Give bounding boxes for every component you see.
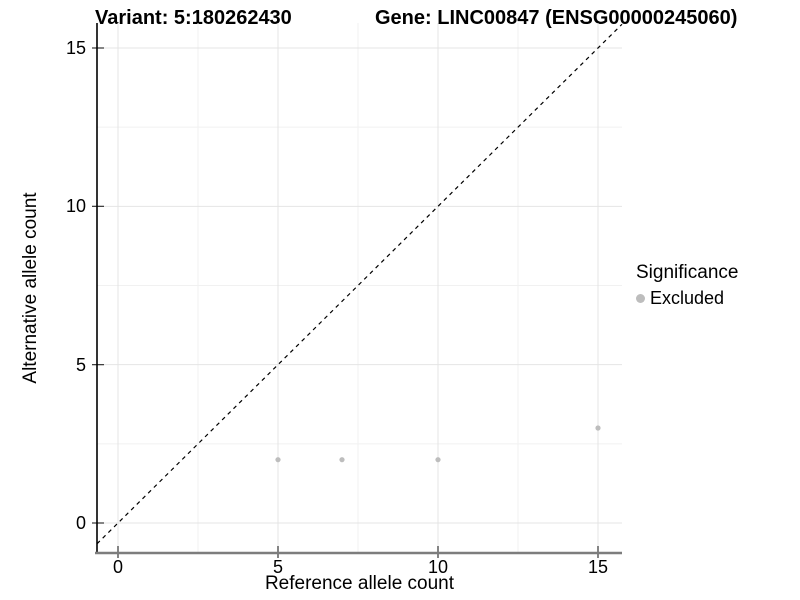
x-axis-tick-label: 15: [587, 557, 609, 577]
legend-marker-circle-icon: [636, 294, 645, 303]
legend: Significance Excluded: [636, 262, 738, 309]
x-axis-title: Reference allele count: [264, 573, 455, 594]
plot-title-gene: Gene: LINC00847 (ENSG00000245060): [375, 7, 738, 29]
y-axis-title: Alternative allele count: [20, 192, 41, 384]
legend-item-excluded: Excluded: [636, 288, 738, 309]
y-axis-tick-label: 10: [65, 196, 86, 217]
y-axis-tick-label: 5: [75, 354, 86, 375]
legend-item-label: Excluded: [650, 288, 725, 308]
x-axis-tick-label: 5: [272, 557, 283, 577]
y-axis-tick-label: 0: [75, 513, 86, 533]
y-axis-tick-label: 15: [65, 37, 86, 58]
plot-title-variant: Variant: 5:180262430: [95, 7, 292, 29]
x-axis-tick-label: 10: [427, 557, 449, 577]
x-axis-tick-label: 0: [112, 557, 123, 577]
legend-title: Significance: [636, 262, 739, 283]
